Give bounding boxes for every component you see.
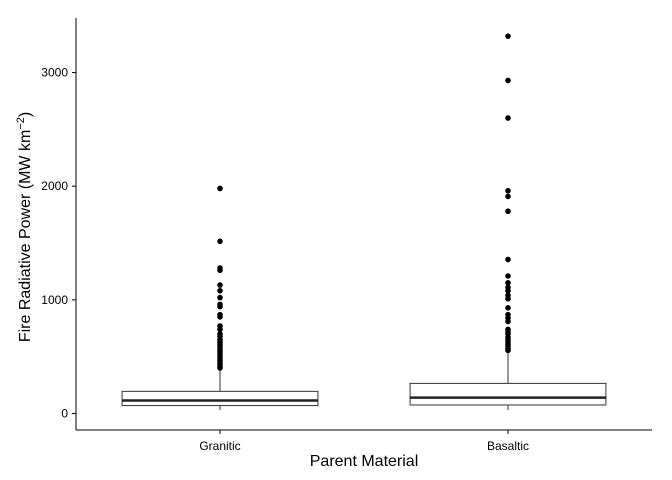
- outlier-point: [505, 273, 511, 279]
- y-axis-ticks: 0 1000 2000 3000: [41, 66, 76, 421]
- outlier-point: [505, 280, 511, 286]
- outlier-point: [217, 267, 223, 274]
- outlier-point: [505, 77, 511, 84]
- outlier-point: [505, 256, 511, 263]
- outlier-point: [217, 185, 223, 192]
- y-tick-label: 2000: [41, 179, 68, 193]
- outlier-point: [505, 305, 511, 311]
- outlier-point: [505, 208, 511, 215]
- outlier-point: [505, 318, 511, 325]
- y-axis-title: Fire Radiative Power (MW km−2): [15, 112, 34, 342]
- outlier-point: [217, 238, 223, 245]
- y-tick-label: 1000: [41, 293, 68, 307]
- outlier-point: [505, 295, 511, 302]
- outlier-point: [217, 326, 223, 333]
- y-axis-title-end: ): [17, 112, 34, 117]
- outlier-point: [217, 303, 223, 310]
- outlier-point: [217, 294, 223, 301]
- y-axis-title-superscript: −2: [15, 117, 27, 130]
- outlier-point: [217, 287, 223, 294]
- plot-area: [121, 33, 607, 411]
- x-tick-label: Granitic: [199, 439, 240, 453]
- outlier-point: [217, 365, 223, 371]
- y-tick-label: 3000: [41, 66, 68, 80]
- outlier-point: [505, 115, 511, 121]
- x-tick-label: Basaltic: [487, 439, 529, 453]
- box-iqr: [121, 390, 319, 407]
- outlier-point: [505, 193, 511, 200]
- y-tick-label: 0: [61, 407, 68, 421]
- outlier-point: [505, 33, 511, 39]
- outlier-point: [217, 282, 223, 288]
- outlier-point: [505, 187, 511, 194]
- box-iqr: [409, 382, 607, 406]
- x-axis-ticks: Granitic Basaltic: [199, 430, 529, 453]
- box-group-basaltic: [409, 33, 607, 411]
- outlier-point: [217, 314, 223, 320]
- box-group-granitic: [121, 185, 319, 411]
- outlier-point: [505, 347, 511, 354]
- x-axis-title: Parent Material: [310, 453, 419, 470]
- y-axis-title-main: Fire Radiative Power (MW km: [17, 130, 34, 342]
- outlier-point: [505, 287, 511, 294]
